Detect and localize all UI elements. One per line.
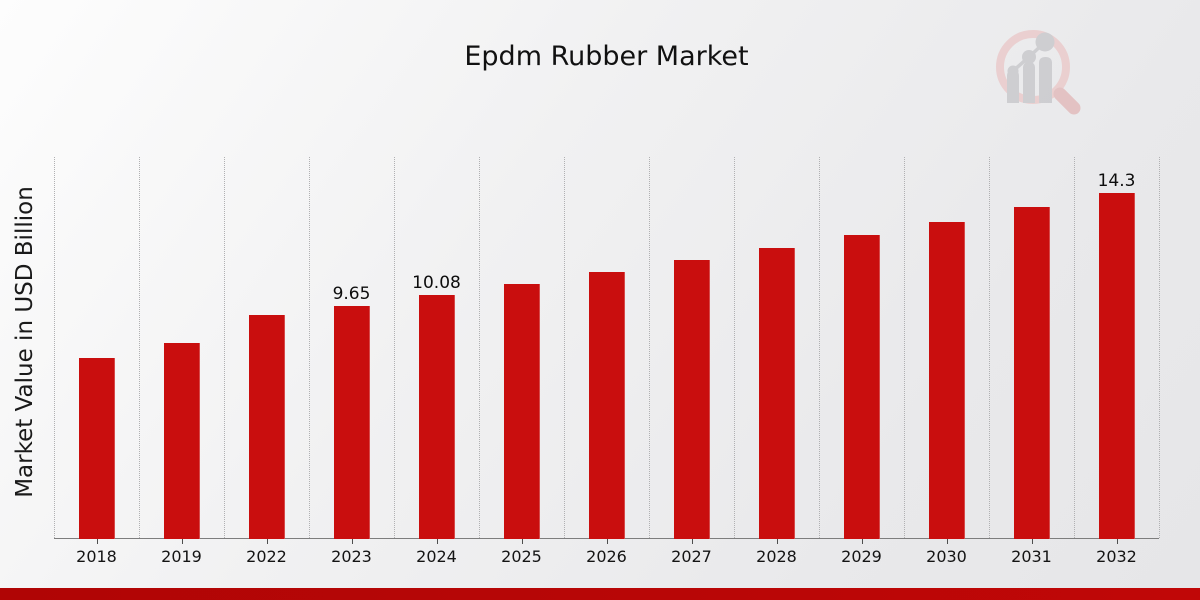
x-tick-label: 2019 (161, 547, 202, 566)
axis-tick (521, 539, 523, 544)
x-tick-label: 2027 (671, 547, 712, 566)
axis-tick (606, 539, 608, 544)
gridline (564, 157, 565, 538)
bar (928, 222, 965, 539)
bar (163, 343, 200, 539)
gridline (1074, 157, 1075, 538)
x-tick-label: 2023 (331, 547, 372, 566)
plot-area: 2018 2019 2022 2023 9.65 2024 10.08 2025 2026 202… (54, 157, 1160, 566)
gridline (54, 157, 55, 538)
axis-tick (96, 539, 98, 544)
bar-value-label: 14.3 (1097, 171, 1136, 191)
axis-tick (861, 539, 863, 544)
x-tick-label: 2029 (841, 547, 882, 566)
bar (758, 248, 795, 539)
gridline (734, 157, 735, 538)
x-tick-label: 2032 (1096, 547, 1137, 566)
footer-accent-band (0, 588, 1200, 600)
axis-tick (266, 539, 268, 544)
x-tick-label: 2030 (926, 547, 967, 566)
x-tick-label: 2028 (756, 547, 797, 566)
axis-tick (1031, 539, 1033, 544)
bar-value-label: 9.65 (332, 284, 371, 304)
gridline (904, 157, 905, 538)
x-tick-label: 2018 (76, 547, 117, 566)
bar (503, 284, 540, 539)
bar-value-label: 10.08 (412, 273, 461, 293)
bar (588, 272, 625, 539)
chart-title: Epdm Rubber Market (464, 41, 749, 72)
axis-tick (1116, 539, 1118, 544)
axis-tick (436, 539, 438, 544)
x-tick-label: 2026 (586, 547, 627, 566)
magnifier-bar-chart-logo-icon (996, 30, 1081, 115)
x-tick-label: 2022 (246, 547, 287, 566)
x-tick-label: 2024 (416, 547, 457, 566)
gridline (649, 157, 650, 538)
gridline (309, 157, 310, 538)
y-axis-label: Market Value in USD Billion (12, 186, 38, 498)
axis-tick (776, 539, 778, 544)
x-tick-label: 2031 (1011, 547, 1052, 566)
bar (843, 235, 880, 539)
bar (333, 306, 370, 539)
gridline (224, 157, 225, 538)
axis-tick (351, 539, 353, 544)
bar (1098, 193, 1135, 539)
gridline (139, 157, 140, 538)
gridline (989, 157, 990, 538)
bar (1013, 207, 1050, 539)
gridline (394, 157, 395, 538)
gridline (1159, 157, 1160, 538)
axis-tick (946, 539, 948, 544)
gridline (479, 157, 480, 538)
bar (248, 315, 285, 539)
bar (673, 260, 710, 539)
axis-tick (691, 539, 693, 544)
x-tick-label: 2025 (501, 547, 542, 566)
gridline (819, 157, 820, 538)
bar (78, 358, 115, 539)
bar (418, 295, 455, 539)
axis-tick (181, 539, 183, 544)
